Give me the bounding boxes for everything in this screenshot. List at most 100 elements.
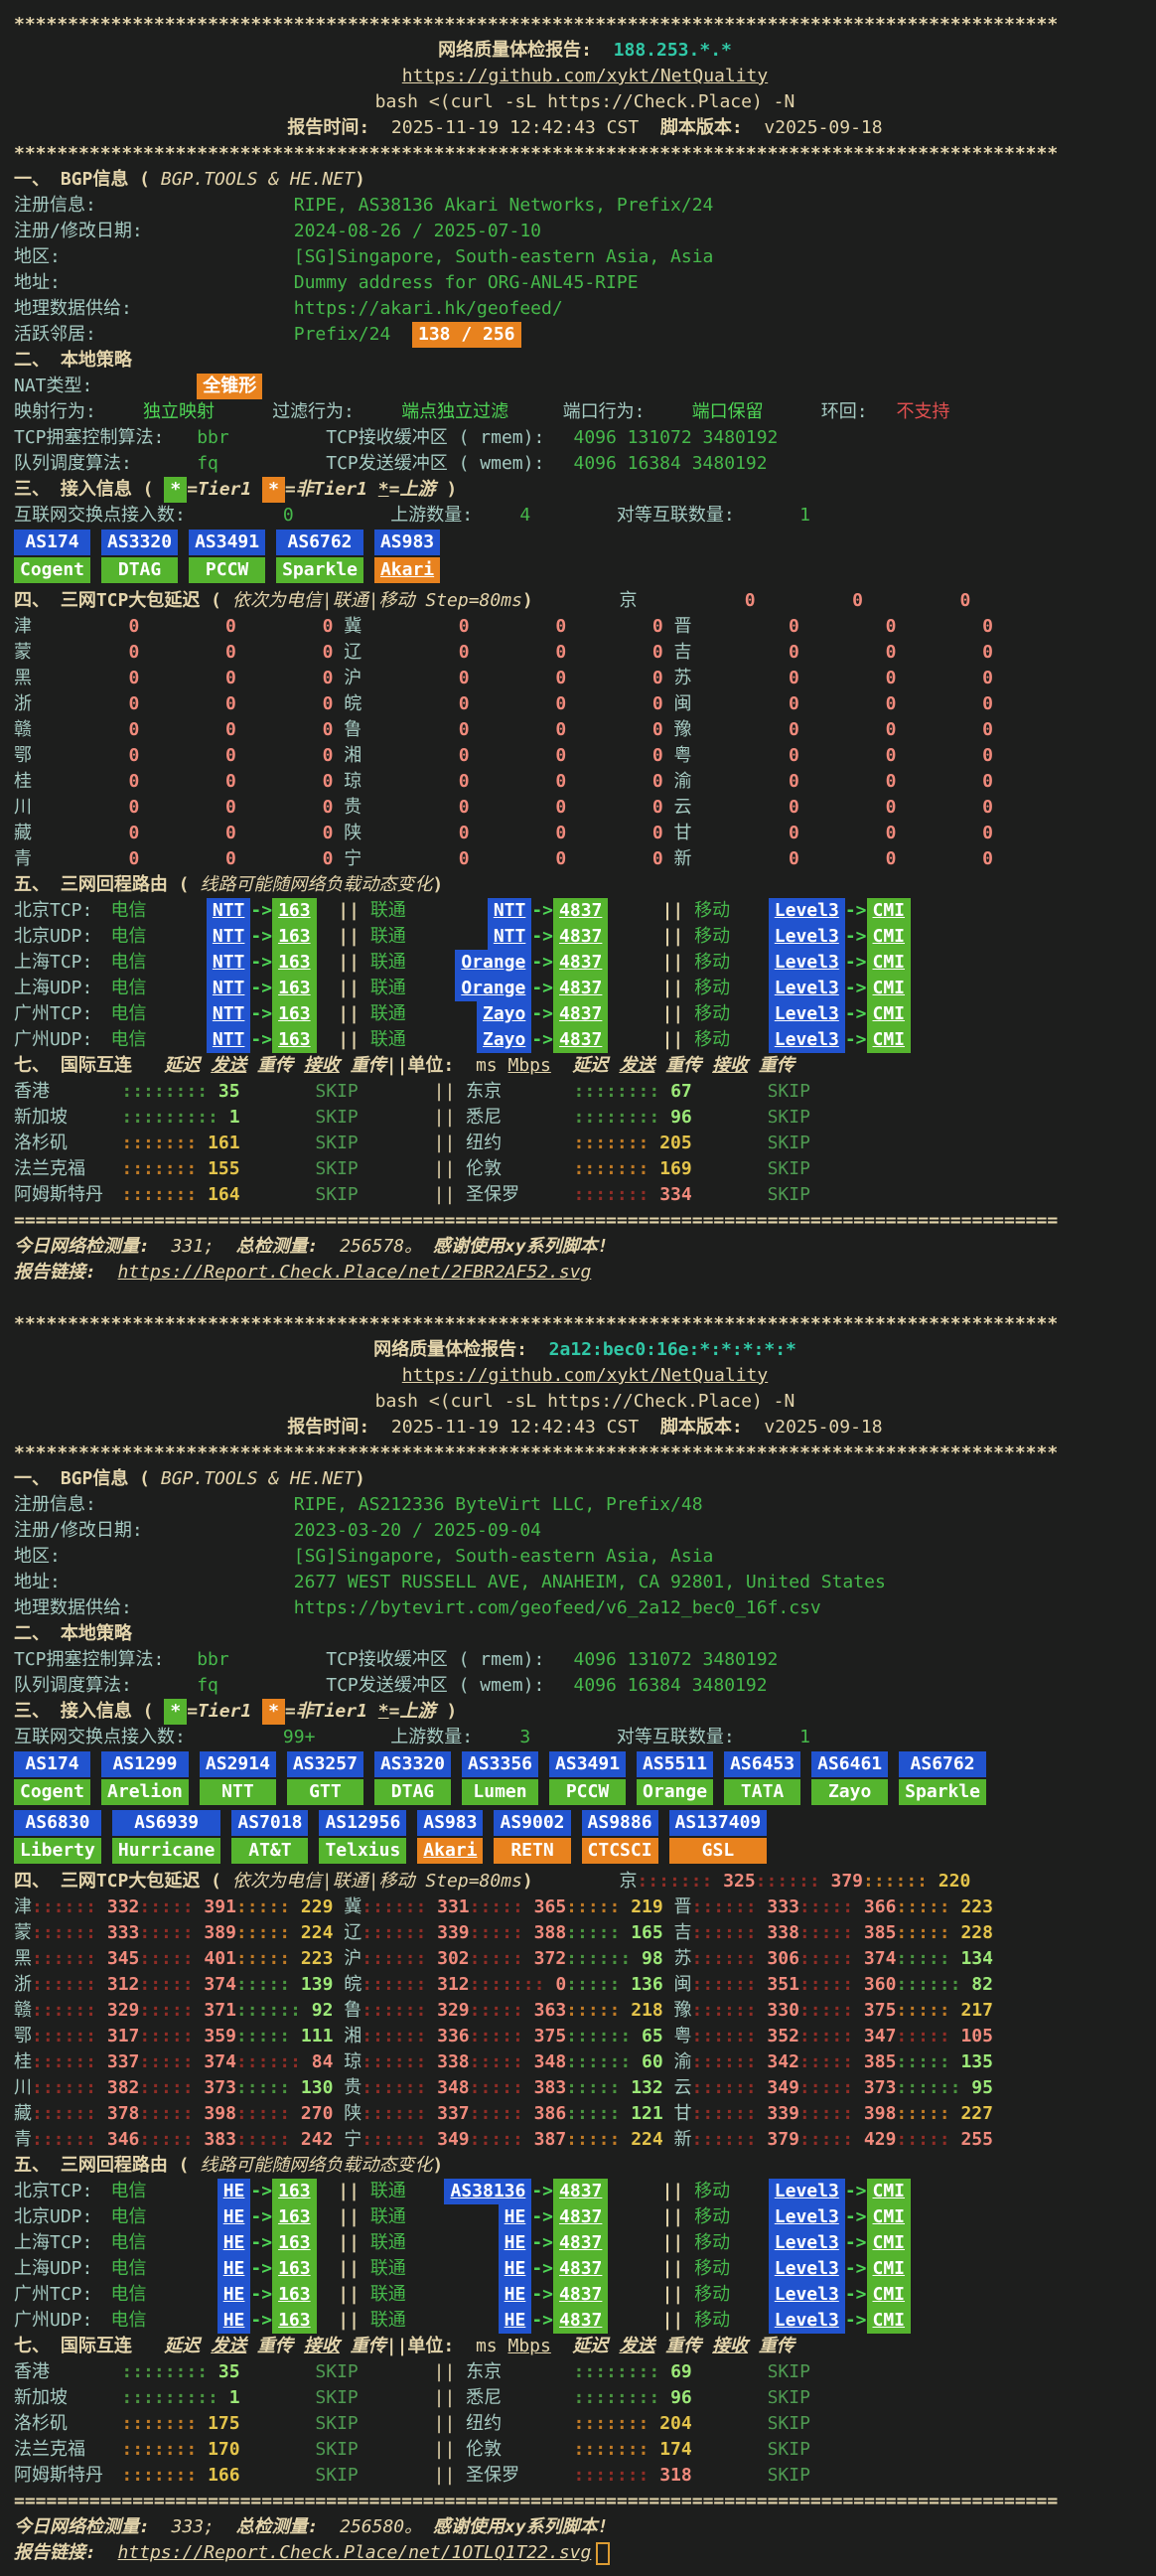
carrier-label: 电信 [110,2181,147,2201]
route-target-badge: 163 [272,2179,317,2204]
latency-dots: ::::: [896,2051,961,2072]
text-run [333,2026,344,2046]
route-row-1: 北京UDP: 电信 HE -> 163 || 联通 HE -> 4837 || 移动 Level… [14,2204,1156,2230]
field-value: 端口保留 [691,401,764,422]
as-badge-AS3491: AS3491 PCCW [189,530,266,583]
latency-dots: ::::: [139,2129,205,2150]
latency-value: 0 [322,745,334,766]
route-arrow: -> [250,2310,273,2331]
latency-value: 155 [208,1158,240,1179]
latency-row-2: 黑:::::: 345::::: 401::::: 223 沪:::::: 30… [14,1946,1156,1972]
text-run [317,978,339,998]
latency-value: 0 [651,693,663,714]
latency-dots: :::::: [691,2026,768,2046]
field-value: 4096 131072 3480192 [573,427,779,448]
latency-value: 98 [642,1948,663,1969]
text-run: ::::::: 205 [574,1131,692,1156]
text-run [663,2026,674,2046]
text-run: 0 [32,821,140,846]
skip-value: SKIP [767,1184,810,1205]
bgp-row-4: 地理数据供给: https://bytevirt.com/geofeed/v6_2… [14,1595,1156,1621]
text-run: 0 [361,821,470,846]
text-run: :::::: 332 [32,1894,139,1920]
text-run: NTT [165,1027,251,1053]
text-run: ::::: 224 [236,1920,334,1946]
latency-row-6: 桂:::::: 337::::: 374:::::: 84 琼:::::: 33… [14,2049,1156,2075]
footer-stats: 今日网络检测量: 333; 总检测量: 256580。 感谢使用xy系列脚本! [14,2514,1156,2540]
text-run: ) [354,1468,365,1489]
repo-link[interactable]: https://github.com/xykt/NetQuality [401,66,769,86]
latency-value: 96 [670,2387,692,2408]
bgp-row-2: 地区: [SG]Singapore, South-eastern Asia, As… [14,244,1156,270]
route-arrow: -> [250,2181,273,2201]
latency-dots: ::::: [566,2129,632,2150]
text-run: 0 [566,743,663,769]
intl-separator: || [433,1081,456,1102]
intl-city: 新加坡 [14,1107,68,1128]
intl-city: 香港 [14,1081,50,1102]
intl-city: 伦敦 [466,2439,503,2460]
text-run: 0 [32,691,140,717]
route-separator: || [338,1029,360,1050]
latency-value: 35 [217,1081,240,1102]
green-tier-star: * [164,1699,188,1725]
asn-badge: AS3491 [189,530,266,555]
text-run: ::::::: 174 [574,2437,692,2463]
latency-dots: :::::: [32,1896,107,1917]
latency-value: 0 [982,771,993,792]
text-run: 延迟 [164,1055,201,1076]
carrier-label: 电信 [110,2284,147,2305]
report-link[interactable]: https://Report.Check.Place/net/2FBR2AF52… [117,1262,592,1283]
route-arrow: -> [844,1003,867,1024]
text-run [663,616,674,637]
route-node-badge: Level3 [768,2256,845,2282]
route-separator: || [338,2206,360,2227]
intl-separator: || [433,2361,456,2382]
text-run [683,1029,694,1050]
text-run [639,1417,660,1438]
latency-value: 0 [322,719,334,740]
latency-dots: ::::::::: [121,2387,229,2408]
text-run: 一、 BGP信息 ( [14,1468,151,1489]
repo-link[interactable]: https://github.com/xykt/NetQuality [401,1365,769,1386]
route-arrow: -> [531,2206,554,2227]
text-run: Level3 [748,924,845,950]
text-run: :::::::: 96 [574,1105,692,1131]
latency-value: 217 [960,2000,993,2021]
text-run: 七、 国际互连 [14,1055,132,1076]
text-run: 单位: [407,1055,455,1076]
as-badge-AS12956: AS12956 Telxius [319,1810,407,1864]
text-run: 0 [566,666,663,691]
latency-value: 0 [982,745,993,766]
latency-value: 0 [322,642,334,663]
carrier-label: 移动 [694,900,731,921]
report-link[interactable]: https://Report.Check.Place/net/1OTLQ1T22… [117,2542,592,2563]
as-badge-AS983: AS983 Akari [373,530,441,583]
latency-value: 0 [982,848,993,869]
text-run: 脚本版本: [659,1417,743,1438]
latency-dots: :::::: [32,1948,107,1969]
text-run [333,797,344,818]
route-arrow: -> [250,1029,273,1050]
route-separator: || [338,2284,360,2305]
text-run [333,719,344,740]
text-run [608,2181,661,2201]
report-title: 网络质量体检报告: 2a12:bec0:16e:*:*:*:*:* [14,1337,1156,1363]
text-run [317,952,339,973]
text-run: 重传 [758,1055,795,1076]
latency-value: 0 [128,693,140,714]
intl-section-title: 七、 国际互连 延迟 发送 重传 接收 重传||单位: ms Mbps 延迟 发… [14,2334,1156,2359]
text-run [317,926,339,947]
latency-dots: ::::: [566,1896,632,1917]
field-label: TCP拥塞控制算法: [14,427,165,448]
province-label: 藏 [14,823,32,843]
text-run: ::::: 371 [139,1998,236,2024]
carrier-label: 移动 [694,2232,731,2253]
text-run: ) [432,874,444,895]
intl-city: 新加坡 [14,2387,68,2408]
carrier-label: 移动 [694,1003,731,1024]
intl-row-4: 阿姆斯特丹::::::: 164 SKIP || 圣保罗::::::: 334 SKI… [14,1182,1156,1208]
asn-badge: AS2914 [199,1751,276,1777]
route-node-badge: Level3 [768,1027,845,1053]
